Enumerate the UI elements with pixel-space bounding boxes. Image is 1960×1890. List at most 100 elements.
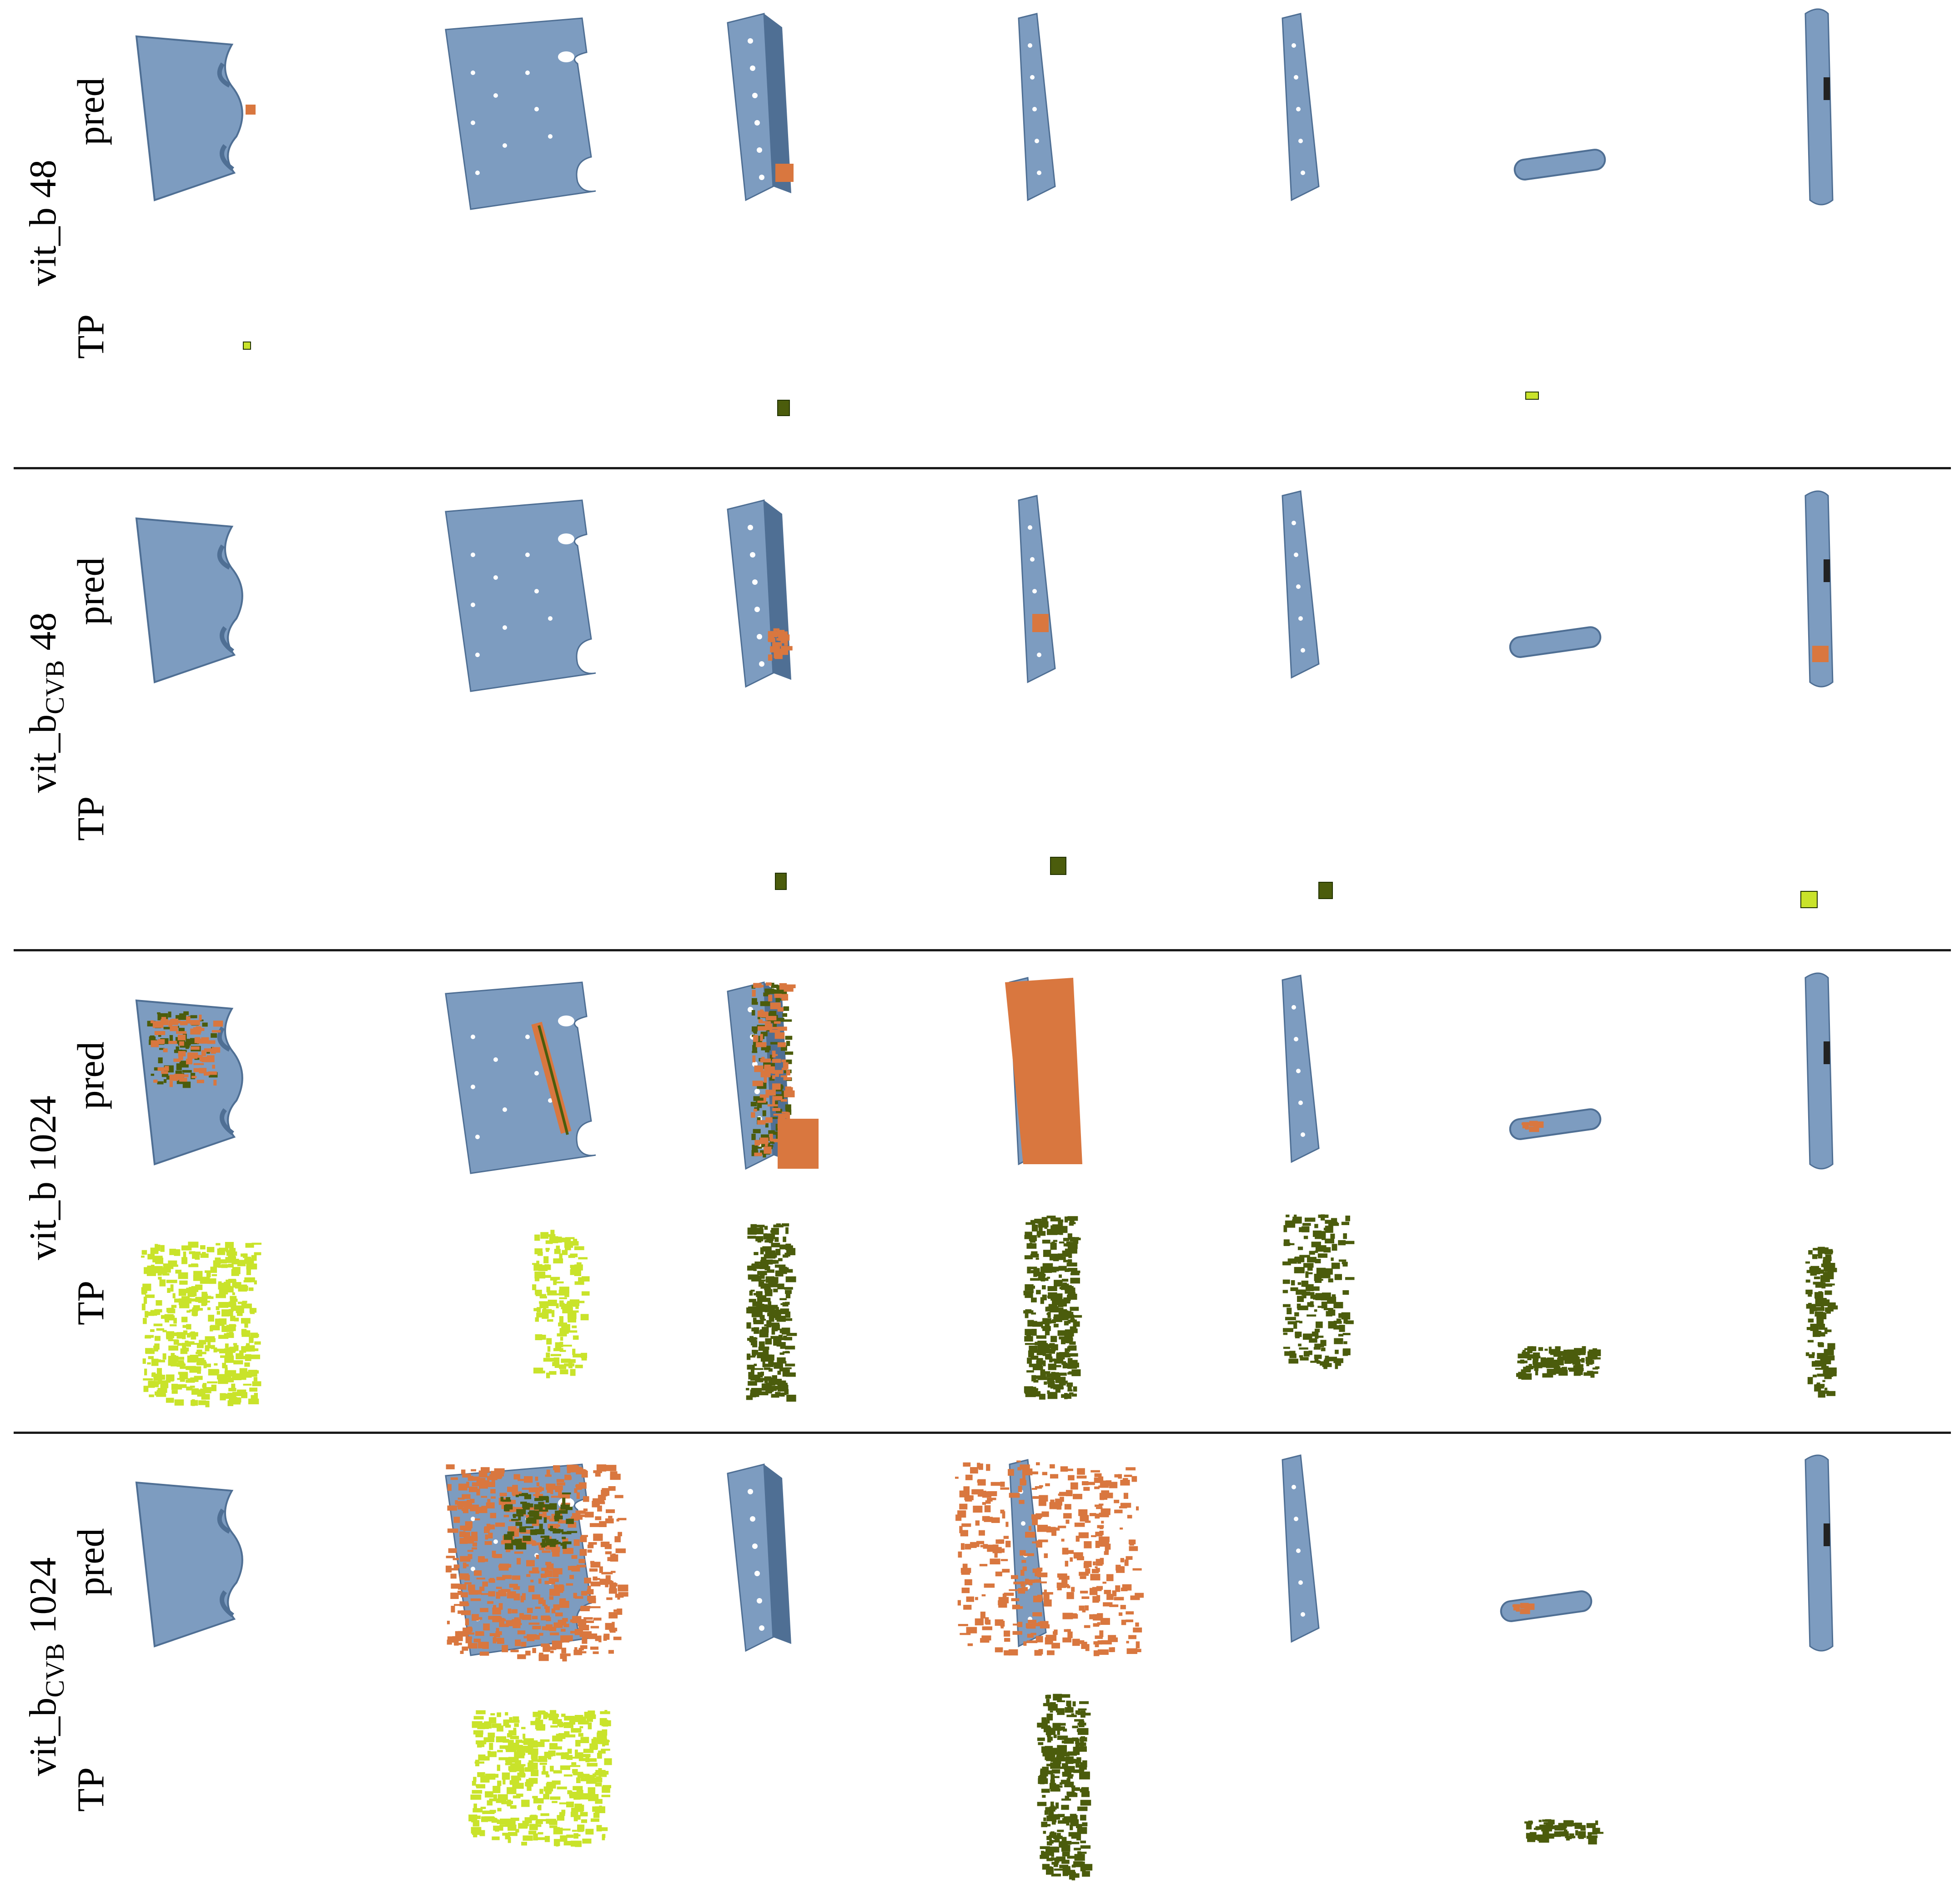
tp-point bbox=[505, 1835, 511, 1840]
tp-point bbox=[1825, 1390, 1829, 1394]
tp-point bbox=[1043, 1817, 1046, 1821]
tp-point bbox=[241, 1329, 247, 1335]
pred-patch bbox=[608, 1588, 617, 1594]
tp-point bbox=[1042, 1240, 1050, 1244]
tp-point bbox=[768, 1282, 778, 1287]
pred-patch bbox=[465, 1636, 472, 1644]
tp-point bbox=[1050, 1710, 1053, 1713]
tp-point bbox=[186, 1287, 191, 1293]
tp-point bbox=[1068, 1345, 1077, 1351]
pred-patch bbox=[587, 1544, 594, 1548]
tp-point bbox=[545, 1247, 550, 1251]
tp-point bbox=[785, 1276, 796, 1282]
tp-point bbox=[764, 1266, 770, 1271]
tp-point bbox=[1058, 1266, 1067, 1271]
pred-patch bbox=[589, 1606, 601, 1609]
pred-patch bbox=[476, 1478, 486, 1483]
tp-point bbox=[1559, 1358, 1564, 1366]
tp-point bbox=[1299, 1347, 1308, 1350]
tp-point bbox=[554, 1363, 559, 1368]
tp-point bbox=[225, 1343, 229, 1348]
tp-point bbox=[232, 1292, 235, 1295]
tp-point bbox=[1045, 1694, 1051, 1699]
pred-overlap bbox=[782, 1013, 787, 1017]
tp-point bbox=[1029, 1346, 1038, 1352]
tp-point bbox=[1073, 1746, 1080, 1752]
tp-point bbox=[1544, 1358, 1552, 1362]
tp-point bbox=[200, 1277, 210, 1284]
tp-point bbox=[765, 1382, 769, 1386]
tp-point bbox=[764, 1346, 769, 1350]
pred-patch bbox=[1120, 1605, 1126, 1609]
pred-patch bbox=[986, 1464, 990, 1471]
tp-point bbox=[566, 1835, 574, 1838]
tp-point bbox=[1048, 1703, 1052, 1707]
tp-plate bbox=[141, 1242, 261, 1407]
tp-point bbox=[218, 1378, 228, 1384]
tp-point bbox=[1827, 1267, 1837, 1272]
pred-patch bbox=[179, 1077, 187, 1082]
tp-point bbox=[751, 1327, 756, 1332]
tp-point bbox=[1828, 1302, 1833, 1310]
pred-patch bbox=[455, 1631, 458, 1637]
pred-overlap bbox=[565, 1507, 573, 1510]
tp-point bbox=[1035, 1392, 1040, 1397]
pred-patch bbox=[556, 1479, 564, 1483]
pred-patch bbox=[546, 1469, 550, 1475]
tp-point bbox=[569, 1734, 576, 1738]
tp-point bbox=[552, 1362, 556, 1367]
pred-patch bbox=[612, 1553, 616, 1557]
tp-point bbox=[1050, 1336, 1057, 1342]
pred-patch bbox=[1082, 1609, 1086, 1613]
tp-point bbox=[598, 1768, 602, 1773]
tp-point bbox=[186, 1310, 191, 1313]
pred-patch bbox=[590, 1561, 595, 1564]
mesh-hole bbox=[757, 1598, 762, 1603]
pred-patch bbox=[1030, 1633, 1036, 1635]
pred-patch bbox=[190, 1028, 201, 1035]
mesh-hole bbox=[1037, 171, 1041, 175]
tp-point bbox=[154, 1336, 161, 1341]
plate-edge bbox=[220, 1108, 235, 1136]
tp-point bbox=[1818, 1247, 1829, 1253]
pred-patch bbox=[498, 1603, 503, 1610]
tp-point bbox=[1044, 1371, 1050, 1374]
pred-patch bbox=[991, 1492, 995, 1496]
tp-point bbox=[1548, 1834, 1552, 1837]
pred-patch bbox=[1065, 1550, 1074, 1554]
pred-patch bbox=[1066, 1629, 1071, 1632]
pred-patch bbox=[211, 1030, 221, 1033]
pred-patch bbox=[446, 1565, 452, 1573]
pred-overlap bbox=[202, 1022, 208, 1027]
tp-rail bbox=[775, 873, 787, 890]
tp-point bbox=[178, 1288, 186, 1296]
pred-patch bbox=[776, 638, 779, 641]
pred-patch bbox=[535, 1476, 538, 1481]
tp-point bbox=[578, 1257, 588, 1260]
tp-point bbox=[756, 1302, 761, 1306]
pred-patch bbox=[599, 1501, 605, 1504]
tp-point bbox=[1595, 1366, 1600, 1369]
tp-point bbox=[171, 1390, 178, 1394]
pipe-slot bbox=[1824, 1041, 1830, 1064]
tp-point bbox=[1075, 1744, 1080, 1747]
mesh-hole bbox=[534, 589, 539, 593]
tp-point bbox=[237, 1311, 243, 1316]
rail-render bbox=[727, 1463, 791, 1652]
tp-point bbox=[572, 1325, 577, 1328]
tp-point bbox=[1064, 1738, 1074, 1744]
pred-patch bbox=[532, 1594, 541, 1600]
pred-overlap bbox=[769, 1055, 774, 1061]
mesh-hole bbox=[1301, 1612, 1305, 1617]
tp-point bbox=[575, 1841, 582, 1847]
pred-patch bbox=[1051, 1643, 1060, 1649]
tp-point bbox=[162, 1353, 166, 1360]
tp-point bbox=[763, 1349, 769, 1355]
tp-point bbox=[1051, 1358, 1056, 1362]
pred-patch bbox=[1017, 1467, 1022, 1471]
tp-point bbox=[243, 342, 251, 350]
tp-point bbox=[1046, 1699, 1050, 1706]
pred-patch bbox=[541, 1615, 550, 1621]
tp-point bbox=[487, 1732, 495, 1738]
tp-point bbox=[1282, 1261, 1291, 1266]
